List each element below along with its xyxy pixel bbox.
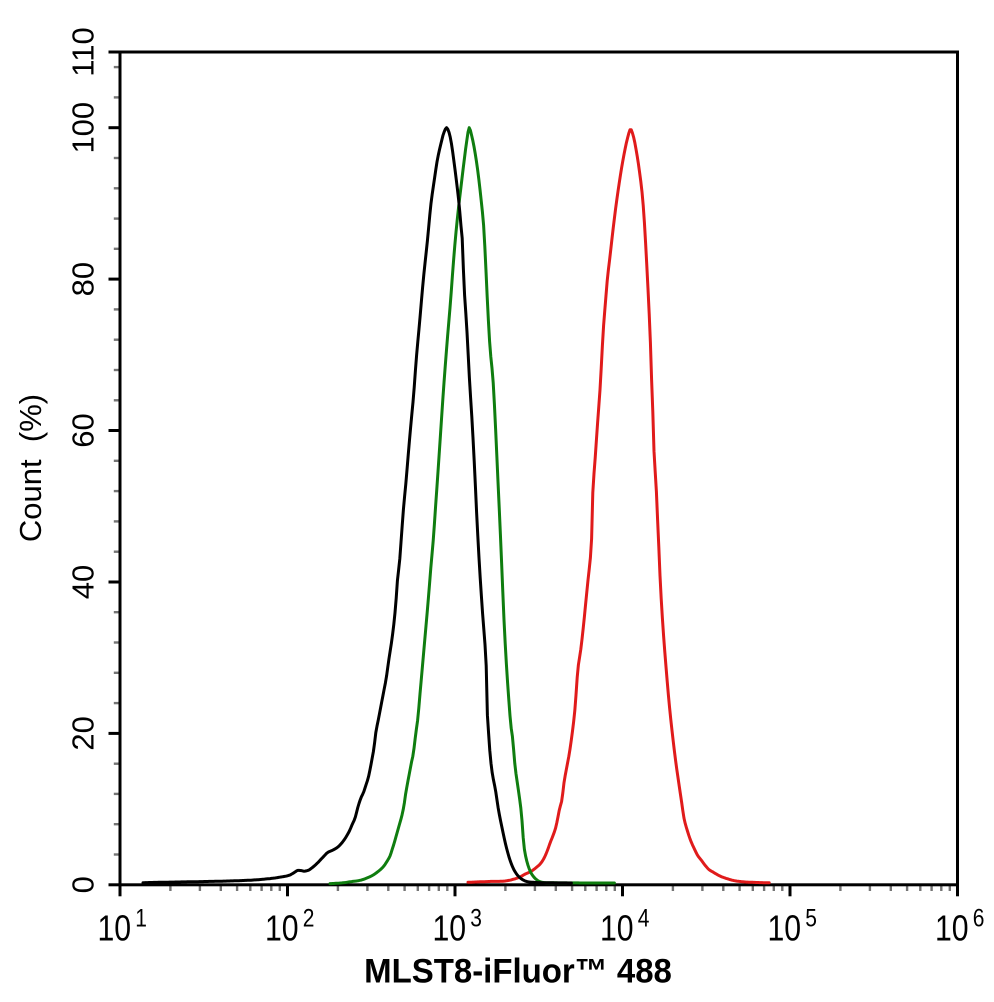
svg-text:105: 10 5 [767,904,817,949]
svg-text:101: 10 1 [97,904,147,949]
svg-text:104: 10 4 [600,904,650,949]
svg-text:80: 80 [66,262,101,296]
svg-text:110: 110 [66,27,101,76]
svg-text:40: 40 [66,565,101,599]
svg-text:100: 100 [66,102,101,154]
svg-text:103: 10 3 [432,904,482,949]
svg-text:60: 60 [66,413,101,447]
svg-text:106: 10 6 [935,904,985,949]
svg-text:0: 0 [66,876,101,893]
svg-text:Count (%): Count (%) [13,394,48,542]
svg-text:102: 10 2 [265,904,315,949]
svg-text:MLST8-iFluor™ 488: MLST8-iFluor™ 488 [364,953,672,991]
svg-text:20: 20 [66,716,101,750]
